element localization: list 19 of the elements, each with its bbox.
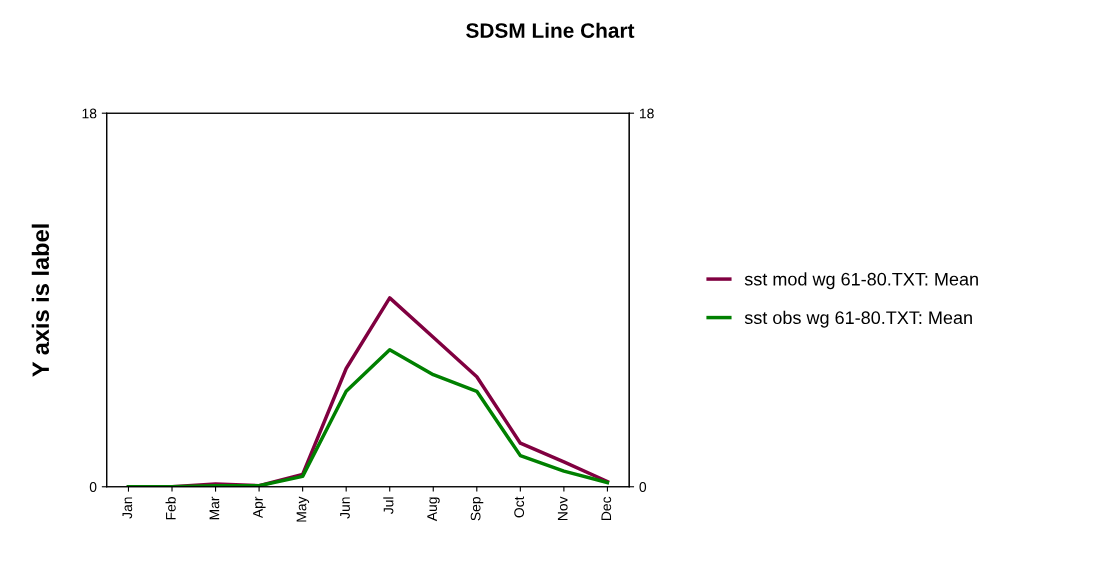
x-tick-label: May xyxy=(296,496,310,522)
x-tick-label: Nov xyxy=(557,496,568,521)
x-tick-label: Sep xyxy=(470,497,484,521)
y-axis-title: Y axis is label xyxy=(31,224,50,377)
x-tick-label: Jun xyxy=(340,497,350,519)
y2-tick-label: 0 xyxy=(639,482,647,492)
x-tick-label: Jan xyxy=(122,497,133,519)
legend-label: sst obs wg 61-80.TXT: Mean xyxy=(744,310,972,328)
line-series xyxy=(126,348,610,487)
y2-tick-label: 18 xyxy=(639,108,654,119)
x-tick-label: Mar xyxy=(209,496,220,520)
x-tick-label: Aug xyxy=(427,497,440,522)
x-tick-label: Oct xyxy=(514,496,525,518)
legend-label: sst mod wg 61-80.TXT: Mean xyxy=(744,272,978,290)
x-tick-label: Jul xyxy=(383,497,394,515)
chart-title: SDSM Line Chart xyxy=(466,22,635,38)
x-tick-label: Apr xyxy=(253,496,266,519)
x-tick-label: Dec xyxy=(601,496,612,521)
x-tick-label: Feb xyxy=(165,497,176,520)
